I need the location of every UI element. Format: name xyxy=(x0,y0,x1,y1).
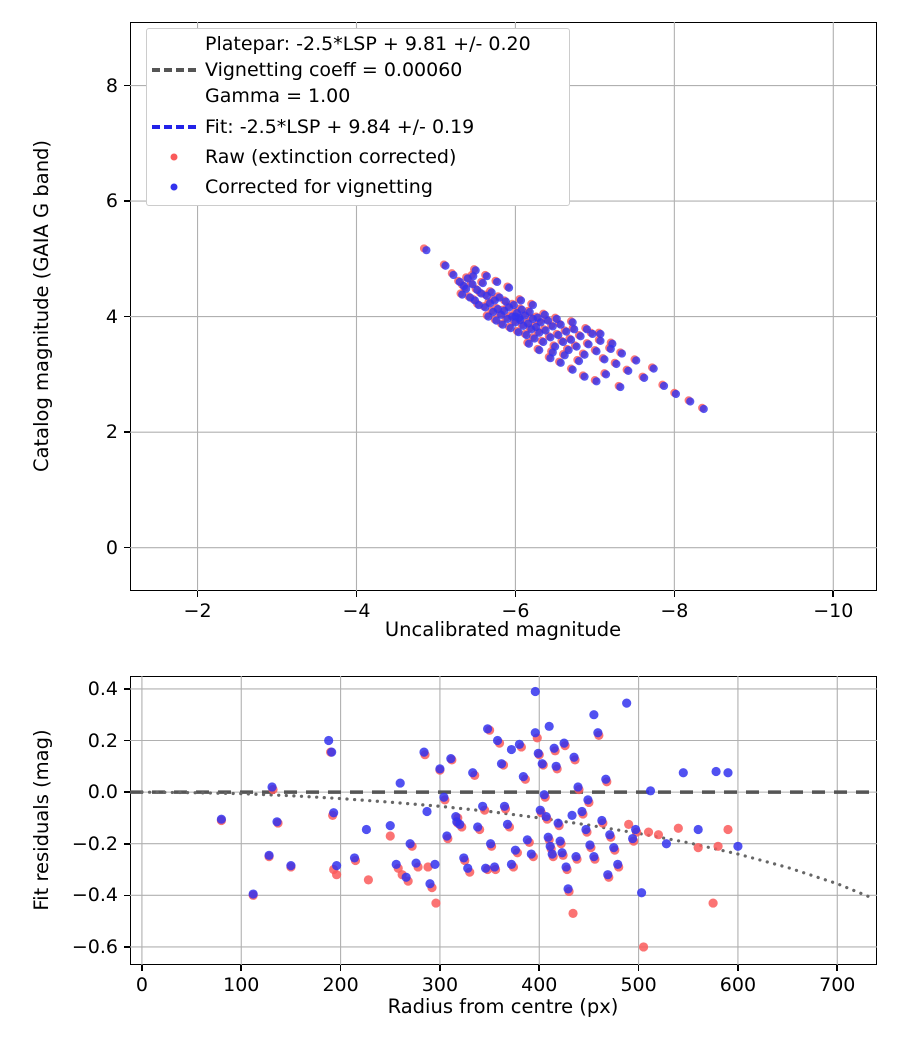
legend-entry: Vignetting coeff = 0.00060 xyxy=(152,59,462,81)
x-tickmark xyxy=(240,965,243,971)
y-tickmark xyxy=(124,200,130,202)
dash-line xyxy=(152,125,196,129)
legend-label: Fit: -2.5*LSP + 9.84 +/- 0.19 xyxy=(205,116,475,138)
x-tickmark xyxy=(514,591,517,597)
x-tick-label: −8 xyxy=(660,600,689,622)
legend-entry: Platepar: -2.5*LSP + 9.81 +/- 0.20 xyxy=(152,33,531,55)
y-tickmark xyxy=(124,946,130,948)
marker-dot xyxy=(170,153,178,161)
marker-dot xyxy=(170,183,178,191)
legend-fit-line-icon xyxy=(152,118,196,136)
x-tick-label: 200 xyxy=(322,974,359,996)
legend-entry: Gamma = 1.00 xyxy=(152,85,350,107)
x-tick-label: 500 xyxy=(620,974,657,996)
x-tick-label: −2 xyxy=(183,600,212,622)
y-tick-label: 0.4 xyxy=(87,677,118,700)
x-tickmark xyxy=(355,591,358,597)
bottom-axes-frame xyxy=(130,676,877,965)
legend-label: Raw (extinction corrected) xyxy=(205,146,457,168)
legend-entry: Corrected for vignetting xyxy=(152,176,433,198)
legend-entry: Raw (extinction corrected) xyxy=(152,146,456,168)
x-tick-label: 300 xyxy=(421,974,459,996)
legend xyxy=(146,28,570,206)
bottom-xaxis-title: Radius from centre (px) xyxy=(387,995,619,1018)
legend-corrected-marker-icon xyxy=(152,178,196,196)
y-tickmark xyxy=(124,842,130,845)
x-tickmark xyxy=(832,591,835,597)
y-tickmark xyxy=(124,688,130,690)
top-yaxis-title: Catalog magnitude (GAIA G band) xyxy=(30,139,53,473)
dash-line xyxy=(152,68,196,72)
y-tickmark xyxy=(124,546,130,549)
top-xaxis-title: Uncalibrated magnitude xyxy=(384,618,622,641)
x-tickmark xyxy=(538,965,541,971)
x-tickmark xyxy=(196,591,199,597)
y-tick-label: 8 xyxy=(105,74,118,97)
x-tick-label: −4 xyxy=(342,600,371,622)
x-tickmark xyxy=(439,965,441,971)
x-tickmark xyxy=(737,965,739,971)
y-tick-label: −0.4 xyxy=(71,884,118,907)
y-tickmark xyxy=(124,739,130,742)
x-tick-label: −6 xyxy=(501,600,530,622)
x-tick-label: 100 xyxy=(223,974,260,996)
residual-series xyxy=(216,686,743,899)
y-tickmark xyxy=(124,315,130,318)
y-tick-label: 0.2 xyxy=(87,729,118,752)
y-tickmark xyxy=(124,791,130,793)
x-tickmark xyxy=(637,965,640,971)
legend-raw-marker-icon xyxy=(152,148,196,166)
x-tickmark xyxy=(141,965,143,971)
y-tick-label: 2 xyxy=(105,421,118,444)
y-tickmark xyxy=(124,84,130,87)
fit-residuals-panel: 0 100 200 300 400 500 600 700 0.4 0.2 0.0 −0.2 −0.4 −… xyxy=(0,650,900,1050)
legend-label: Gamma = 1.00 xyxy=(205,85,351,107)
x-tick-label: 0 xyxy=(135,974,148,996)
y-tick-label: −0.6 xyxy=(71,935,118,958)
legend-label: Corrected for vignetting xyxy=(205,176,433,198)
y-tick-label: 0.0 xyxy=(87,781,118,804)
bottom-data-layer xyxy=(130,686,877,952)
top-data-layer xyxy=(419,244,708,414)
legend-entry: Fit: -2.5*LSP + 9.84 +/- 0.19 xyxy=(152,116,474,138)
x-tickmark xyxy=(836,965,839,971)
legend-platepar-line-icon xyxy=(152,61,196,79)
x-tick-label: −10 xyxy=(813,600,854,622)
legend-no-handle xyxy=(152,87,196,105)
legend-label: Platepar: -2.5*LSP + 9.81 +/- 0.20 xyxy=(205,33,531,55)
x-tickmark xyxy=(339,965,342,971)
y-tick-label: 6 xyxy=(105,190,118,213)
legend-label: Vignetting coeff = 0.00060 xyxy=(205,59,463,81)
y-tick-label: 0 xyxy=(105,536,118,559)
x-tickmark xyxy=(673,591,676,597)
bottom-plot-canvas xyxy=(130,676,877,965)
y-tick-label: −0.2 xyxy=(71,832,118,855)
y-tick-label: 4 xyxy=(105,305,118,328)
bottom-yaxis-title: Fit residuals (mag) xyxy=(30,729,53,911)
scatter-series xyxy=(422,246,708,414)
photometric-calibration-panel: −2 −4 −6 −8 −10 0 2 4 6 8 Uncalibrated magnitude … xyxy=(30,22,877,641)
y-tickmark xyxy=(124,431,130,433)
bottom-gridlines xyxy=(130,676,877,965)
x-tick-label: 600 xyxy=(719,974,757,996)
residual-series xyxy=(216,725,733,952)
x-tick-label: 400 xyxy=(521,974,558,996)
x-tick-label: 700 xyxy=(819,974,856,996)
y-tickmark xyxy=(124,894,130,897)
legend-no-handle xyxy=(152,35,196,53)
